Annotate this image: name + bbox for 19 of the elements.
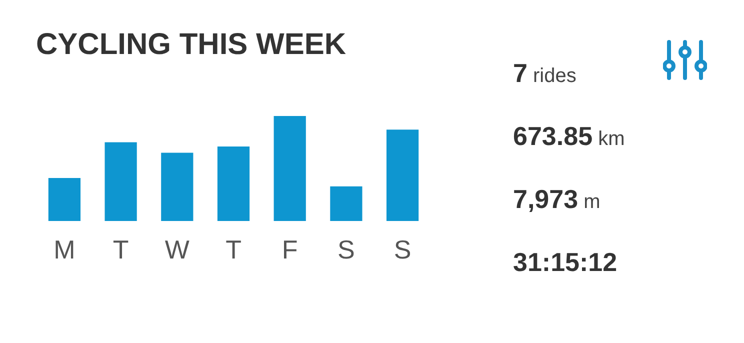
x-tick-label: T [112,234,129,264]
chart-title: CYCLING THIS WEEK [36,28,346,61]
bar [217,146,250,221]
bar [330,186,362,221]
x-tick-label: F [282,234,298,264]
bar [48,178,81,221]
bar [104,142,137,221]
bar [386,130,419,221]
text: 7 rides [513,58,576,88]
x-tick-label: T [226,234,242,264]
x-tick-label: S [394,234,412,264]
x-tick-label: S [338,234,355,264]
text: 31:15:12 [513,247,618,277]
bar [274,116,306,221]
x-tick-label: W [164,234,190,264]
text: 7,973 m [513,184,600,214]
text: 673.85 km [513,121,625,151]
bar [161,152,194,221]
x-tick-label: M [54,234,76,264]
